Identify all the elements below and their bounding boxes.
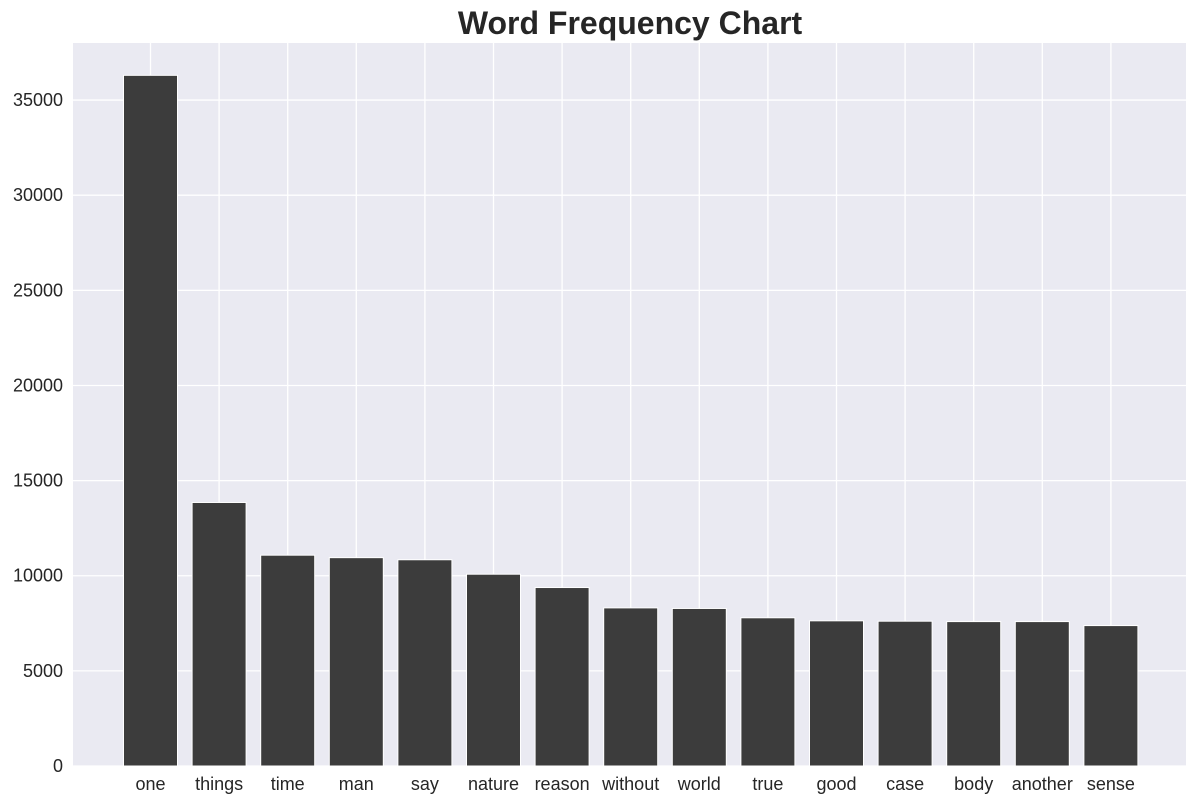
x-axis-ticks: one things time man say nature reason without wo… <box>135 774 1134 794</box>
y-axis-ticks: 0 5000 10000 15000 20000 25000 30000 35000 <box>13 90 63 776</box>
bar-body <box>946 621 1002 767</box>
bar-time <box>260 554 316 767</box>
bar-one <box>123 74 178 767</box>
y-tick-label: 10000 <box>13 566 63 586</box>
bar-good <box>809 620 864 767</box>
x-tick-label: man <box>339 774 374 794</box>
x-tick-label: things <box>195 774 243 794</box>
x-tick-label: say <box>411 774 439 794</box>
y-tick-label: 25000 <box>13 280 63 300</box>
bar-things <box>191 501 247 767</box>
bars <box>123 74 1139 767</box>
y-tick-label: 15000 <box>13 471 63 491</box>
x-tick-label: time <box>271 774 305 794</box>
y-tick-label: 5000 <box>23 661 63 681</box>
x-tick-label: reason <box>535 774 590 794</box>
x-tick-label: without <box>601 774 659 794</box>
y-tick-label: 30000 <box>13 185 63 205</box>
x-tick-label: world <box>677 774 721 794</box>
bar-nature <box>466 573 521 767</box>
bar-reason <box>534 587 590 767</box>
x-tick-label: another <box>1012 774 1073 794</box>
x-tick-label: body <box>954 774 993 794</box>
bar-without <box>603 607 659 767</box>
bar-case <box>877 620 933 767</box>
x-tick-label: one <box>135 774 165 794</box>
x-tick-label: true <box>752 774 783 794</box>
bar-say <box>397 559 453 767</box>
chart-title: Word Frequency Chart <box>458 5 803 41</box>
y-tick-label: 35000 <box>13 90 63 110</box>
bar-world <box>671 607 727 767</box>
bar-another <box>1014 621 1070 767</box>
y-tick-label: 0 <box>53 756 63 776</box>
bar-man <box>328 557 384 767</box>
y-tick-label: 20000 <box>13 375 63 395</box>
bar-sense <box>1083 625 1139 767</box>
x-tick-label: good <box>816 774 856 794</box>
x-tick-label: case <box>886 774 924 794</box>
x-tick-label: nature <box>468 774 519 794</box>
bar-true <box>740 617 796 767</box>
x-tick-label: sense <box>1087 774 1135 794</box>
